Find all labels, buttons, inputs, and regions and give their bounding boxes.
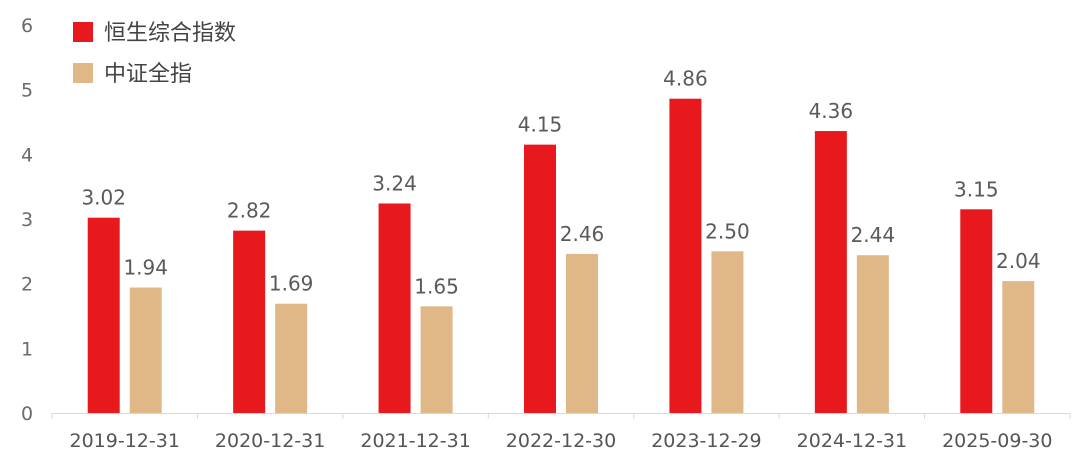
bar-hang-seng-composite <box>233 230 266 413</box>
data-label: 3.15 <box>954 177 999 201</box>
y-tick-label: 3 <box>21 209 33 231</box>
x-tick-label: 2024-12-31 <box>797 430 907 452</box>
legend-label: 恒生综合指数 <box>104 21 236 46</box>
y-tick-label: 0 <box>21 403 33 425</box>
bar-hang-seng-composite <box>960 209 993 413</box>
y-tick-label: 5 <box>21 80 33 102</box>
legend-swatch <box>73 63 93 83</box>
bar-csi-all-share <box>275 303 308 413</box>
data-label: 4.36 <box>809 99 854 123</box>
y-tick-label: 1 <box>21 338 33 360</box>
bar-csi-all-share <box>856 255 889 413</box>
data-label: 2.04 <box>996 249 1041 273</box>
bar-csi-all-share <box>566 253 598 413</box>
y-tick-label: 6 <box>21 15 33 37</box>
data-labels: 3.02 2.82 3.24 4.15 4.86 4.36 3.15 1.94 1.69 1.65… <box>81 67 1040 299</box>
y-axis: 0 1 2 3 4 5 6 <box>21 15 33 425</box>
bar-hang-seng-composite <box>378 203 411 413</box>
data-label: 1.69 <box>269 272 314 296</box>
x-axis: 2019-12-31 2020-12-31 2021-12-31 2022-12-30… <box>51 413 1071 452</box>
legend-label: 中证全指 <box>104 62 192 87</box>
data-label: 4.15 <box>518 113 563 137</box>
data-label: 1.65 <box>414 274 459 298</box>
bar-csi-all-share <box>420 306 453 413</box>
legend-swatch <box>73 22 93 42</box>
data-label: 1.94 <box>123 256 168 280</box>
y-tick-label: 2 <box>21 274 33 296</box>
data-label: 2.46 <box>560 222 605 246</box>
x-tick-label: 2019-12-31 <box>70 430 180 452</box>
bar-csi-all-share <box>1002 281 1035 413</box>
y-tick-label: 4 <box>21 144 33 166</box>
data-label: 3.02 <box>81 186 126 210</box>
bar-hang-seng-composite <box>87 217 120 413</box>
data-label: 2.50 <box>705 219 750 243</box>
bar-csi-all-share <box>129 287 162 413</box>
bar-hang-seng-composite <box>669 98 702 413</box>
x-tick-label: 2022-12-30 <box>506 430 616 452</box>
data-label: 4.86 <box>663 67 708 91</box>
bars <box>87 98 1035 413</box>
data-label: 2.44 <box>851 223 896 247</box>
data-label: 2.82 <box>227 199 272 223</box>
data-label: 3.24 <box>372 171 417 195</box>
x-tick-label: 2023-12-29 <box>651 430 761 452</box>
bar-hang-seng-composite <box>814 131 847 413</box>
bar-hang-seng-composite <box>524 144 556 413</box>
x-tick-label: 2021-12-31 <box>360 430 470 452</box>
x-tick-label: 2020-12-31 <box>215 430 325 452</box>
bar-csi-all-share <box>711 251 744 413</box>
x-tick-label: 2025-09-30 <box>942 430 1052 452</box>
